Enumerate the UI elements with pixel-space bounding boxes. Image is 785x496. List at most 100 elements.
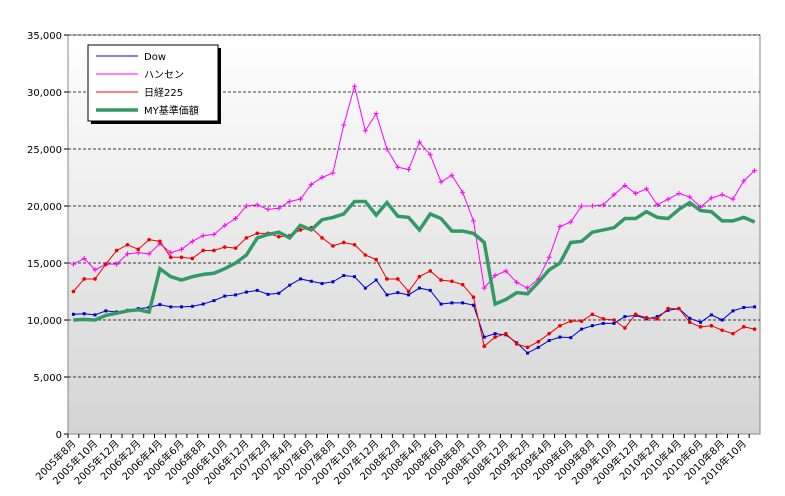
data-point — [742, 305, 746, 309]
legend-label: Dow — [144, 52, 166, 63]
data-point — [244, 290, 248, 294]
data-point — [450, 279, 454, 284]
data-point — [700, 210, 702, 212]
data-point — [245, 254, 247, 256]
data-point — [655, 315, 659, 319]
data-point — [687, 320, 692, 325]
data-point — [676, 190, 682, 196]
data-point — [601, 317, 606, 321]
data-point — [137, 309, 139, 311]
data-point — [428, 269, 433, 273]
data-point — [265, 206, 271, 212]
data-point — [395, 277, 400, 281]
series-line — [73, 227, 755, 348]
data-point — [201, 302, 205, 306]
y-tick-label: 5,000 — [33, 373, 62, 384]
data-point — [374, 278, 378, 282]
data-point — [234, 293, 238, 297]
data-point — [332, 216, 334, 218]
data-point — [277, 291, 281, 295]
data-point — [525, 345, 530, 350]
data-point — [352, 83, 358, 89]
data-point — [255, 231, 260, 236]
data-point — [752, 168, 758, 174]
data-point — [72, 319, 74, 321]
data-point — [168, 255, 173, 260]
data-point — [213, 272, 215, 274]
data-point — [277, 234, 281, 239]
data-point — [159, 268, 161, 270]
data-point — [611, 192, 617, 198]
data-point — [235, 262, 237, 264]
data-point — [558, 323, 562, 328]
data-point — [741, 325, 746, 329]
data-point — [752, 327, 757, 331]
data-point — [655, 317, 660, 321]
data-point — [385, 277, 389, 281]
y-tick-label: 0 — [56, 430, 62, 441]
data-point — [397, 215, 399, 217]
data-point — [288, 283, 292, 287]
data-point — [341, 122, 347, 128]
data-point — [310, 229, 312, 231]
data-point — [731, 331, 735, 336]
data-point — [439, 278, 443, 282]
data-point — [406, 167, 412, 173]
data-point — [114, 261, 120, 267]
data-point — [417, 274, 422, 279]
data-point — [407, 293, 411, 297]
data-point — [244, 236, 249, 240]
data-point — [266, 292, 270, 296]
data-point — [494, 303, 496, 305]
data-point — [730, 196, 736, 202]
data-point — [623, 315, 627, 319]
data-point — [179, 255, 184, 260]
legend-label: 日経225 — [144, 86, 183, 99]
data-point — [590, 312, 595, 317]
data-point — [168, 250, 174, 256]
data-point — [687, 194, 693, 200]
data-point — [222, 222, 228, 228]
legend-label: ハンセン — [144, 69, 184, 81]
data-point — [569, 336, 573, 340]
data-point — [613, 227, 615, 229]
data-point — [731, 309, 735, 313]
series-line — [73, 84, 755, 290]
data-point — [267, 234, 269, 235]
data-point — [570, 241, 572, 243]
y-tick-label: 35,000 — [27, 31, 62, 42]
data-point — [622, 182, 628, 188]
data-point — [527, 293, 529, 295]
data-point — [481, 285, 487, 291]
data-point — [211, 232, 217, 237]
data-point — [601, 321, 605, 325]
data-point — [633, 312, 638, 317]
data-point — [559, 262, 561, 264]
data-point — [362, 128, 368, 134]
data-point — [71, 289, 76, 294]
data-point — [721, 220, 723, 222]
data-point — [395, 164, 401, 170]
data-point — [689, 202, 691, 204]
data-point — [591, 231, 593, 233]
data-point — [158, 239, 162, 244]
data-point — [343, 213, 345, 215]
data-point — [516, 292, 518, 294]
data-point — [581, 240, 583, 242]
data-point — [547, 339, 551, 343]
data-point — [568, 219, 574, 225]
data-point — [720, 318, 724, 322]
data-point — [580, 327, 584, 331]
data-point — [319, 175, 325, 180]
data-point — [354, 200, 356, 202]
data-point — [451, 230, 453, 232]
data-point — [81, 255, 87, 261]
data-point — [331, 280, 335, 284]
data-point — [654, 202, 660, 208]
data-point — [180, 305, 184, 309]
data-point — [243, 203, 249, 209]
data-point — [147, 237, 151, 242]
data-point — [635, 218, 637, 220]
data-point — [536, 339, 541, 344]
